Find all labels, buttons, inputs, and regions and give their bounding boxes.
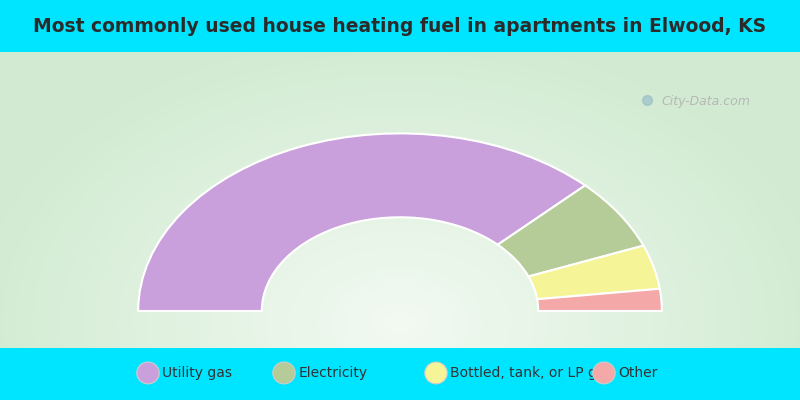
Text: Bottled, tank, or LP gas: Bottled, tank, or LP gas — [450, 366, 613, 380]
Wedge shape — [537, 289, 662, 311]
Ellipse shape — [593, 362, 615, 384]
Text: Electricity: Electricity — [298, 366, 367, 380]
Text: Other: Other — [618, 366, 658, 380]
Ellipse shape — [137, 362, 159, 384]
Ellipse shape — [273, 362, 295, 384]
Text: Utility gas: Utility gas — [162, 366, 232, 380]
Text: Most commonly used house heating fuel in apartments in Elwood, KS: Most commonly used house heating fuel in… — [34, 16, 766, 36]
Ellipse shape — [425, 362, 447, 384]
Wedge shape — [138, 134, 585, 311]
Wedge shape — [498, 186, 643, 276]
Text: City-Data.com: City-Data.com — [662, 95, 750, 108]
Wedge shape — [529, 246, 660, 299]
